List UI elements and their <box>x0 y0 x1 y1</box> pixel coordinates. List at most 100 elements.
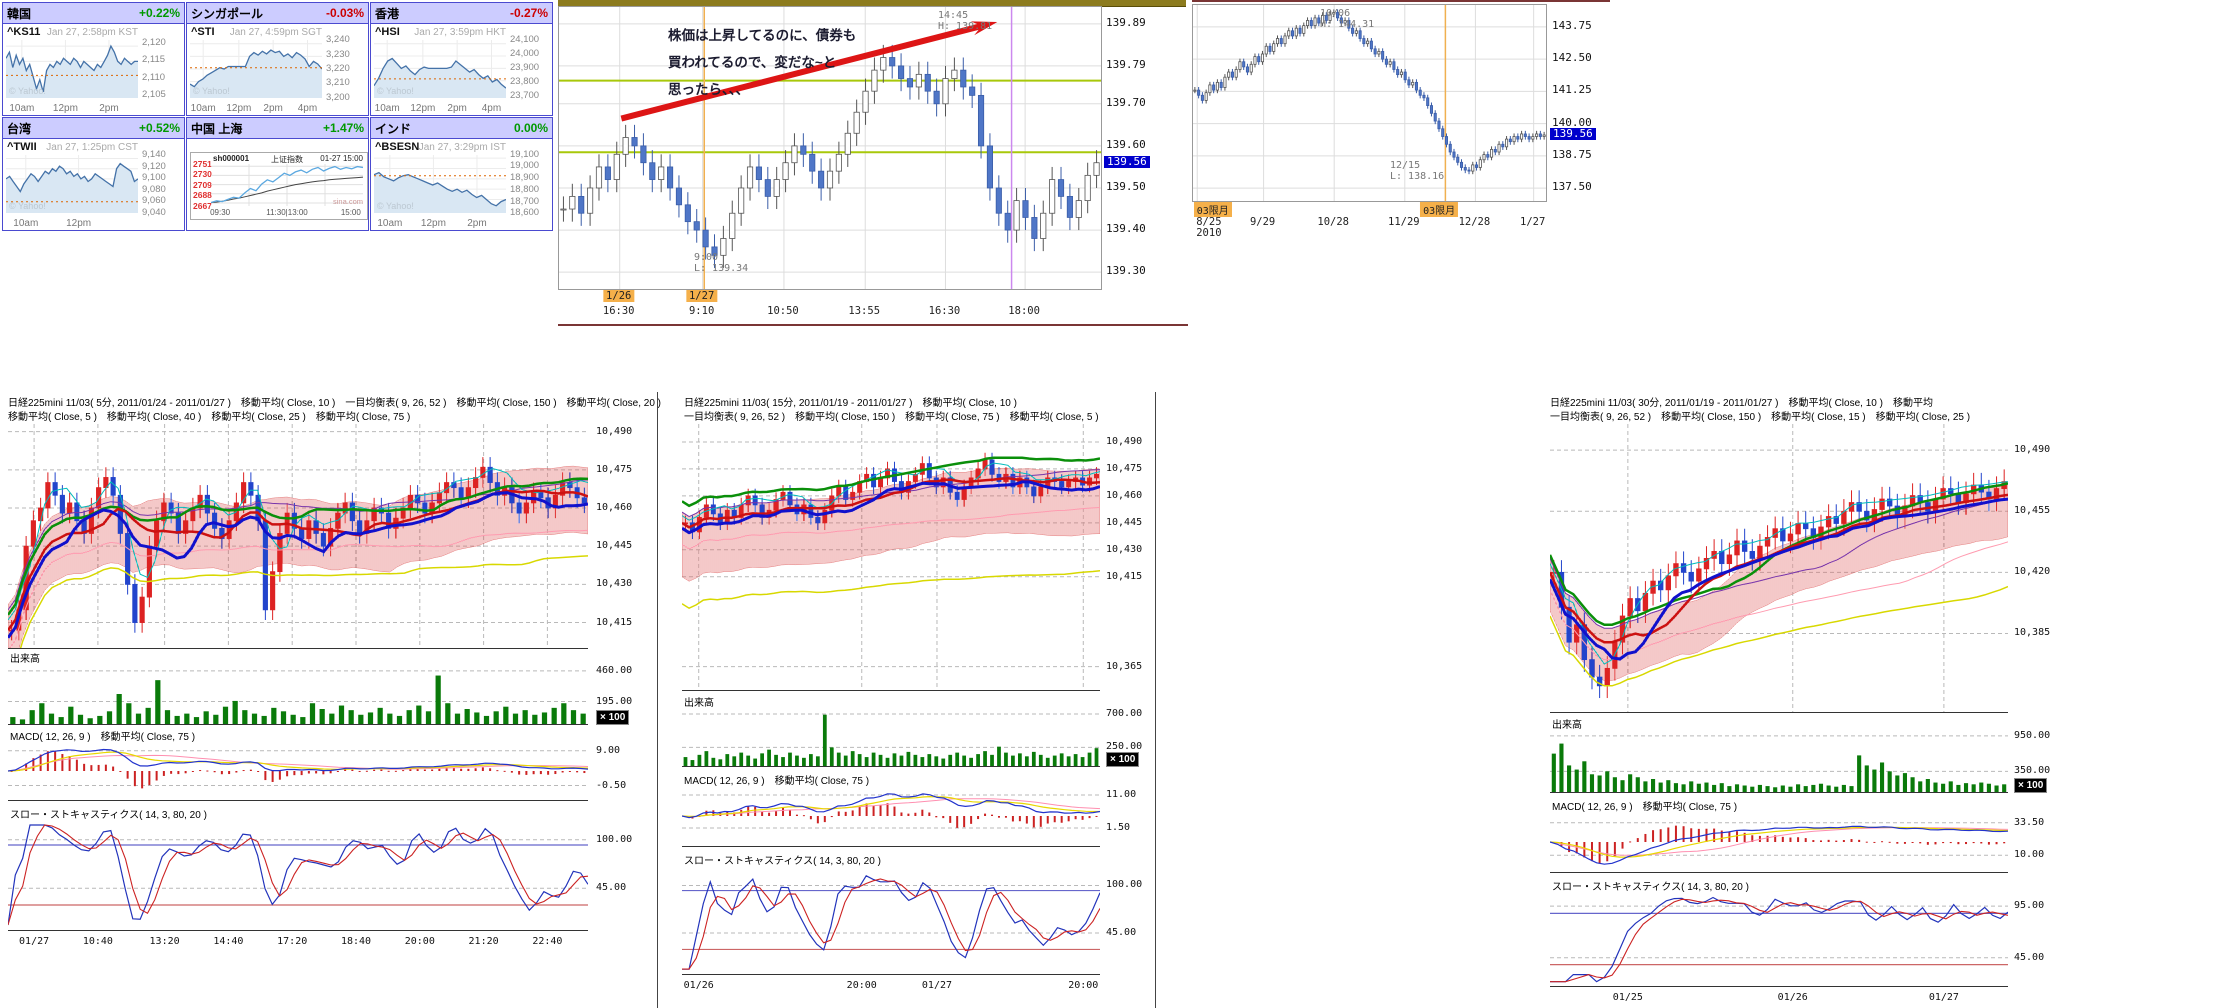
market-change: +1.47% <box>322 121 364 135</box>
market-body: ^BSESN Jan 27, 3:29pm IST 19,100 19,000 18… <box>371 139 552 232</box>
stochastics-y-axis: 100.00 45.00 <box>1104 866 1156 974</box>
macd-label: MACD( 12, 26, 9 ) 移動平均( Close, 75 ) <box>1552 802 1738 813</box>
market-panel-taiwan[interactable]: 台湾 +0.52% ^TWII Jan 27, 1:25pm CST 9,140 9… <box>2 117 185 231</box>
axis-tick-label: 139.56 <box>1104 155 1150 168</box>
market-x-axis: 10am 12pm 2pm <box>374 218 506 230</box>
axis-tick-label: 950.00 <box>2014 729 2051 741</box>
volume-y-axis: 950.00 350.00 <box>2012 730 2062 792</box>
market-change: +0.52% <box>138 121 180 135</box>
sina-chart-box: sh000001 上证指数 01-27 15:00 2751 2730 2709 26… <box>190 152 368 220</box>
bond-intraday-date-row: 1/26 1/27 <box>558 290 1100 303</box>
axis-tick-label: 139.50 <box>1106 179 1146 193</box>
axis-tick-label: 03限月 <box>1420 202 1459 217</box>
yahoo-watermark: © Yahoo! <box>377 201 414 211</box>
axis-tick-label: 23,800 <box>510 76 540 88</box>
axis-tick-label: 138.75 <box>1552 147 1592 161</box>
volume-panel <box>682 708 1100 767</box>
axis-tick-label: 17:20 <box>277 936 308 947</box>
axis-tick-label: 01/27 <box>1928 992 1959 1003</box>
axis-tick-label: 10,420 <box>2014 566 2051 578</box>
axis-tick-label: 10,415 <box>596 616 633 628</box>
axis-tick-label: 18:40 <box>340 936 372 947</box>
price-panel <box>6 424 589 677</box>
bond-intraday-time-row: 16:30 9:10 10:50 13:55 16:30 18:00 <box>558 305 1100 318</box>
axis-tick-label: 1/26 <box>603 290 635 302</box>
market-change: -0.03% <box>325 6 364 20</box>
axis-tick-label: 9,120 <box>142 160 166 172</box>
axis-tick-label: 8/25 <box>1196 216 1222 228</box>
market-symbol: ^HSI <box>375 26 400 38</box>
market-name: 中国 上海 <box>191 121 243 136</box>
market-symbol: ^BSESN <box>375 141 420 153</box>
market-y-axis: 9,140 9,120 9,100 9,080 9,060 9,040 <box>140 149 185 218</box>
high-time: 14:45 <box>938 10 969 21</box>
market-symbol: ^KS11 <box>7 26 41 38</box>
axis-tick-label: 20:00 <box>846 980 877 991</box>
chart-title-line2: 一目均衡表( 9, 26, 52 ) 移動平均( Close, 150 ) 移動… <box>1550 412 1971 423</box>
chart-top-border <box>1192 0 1610 2</box>
axis-tick-label: 11.00 <box>1106 789 1137 800</box>
macd-panel <box>7 742 589 801</box>
market-x-axis: 10am 12pm <box>6 218 138 230</box>
axis-tick-label: 19,000 <box>510 160 540 172</box>
axis-tick-label: 12pm <box>420 218 446 229</box>
axis-tick-label: 139.60 <box>1106 137 1146 151</box>
axis-tick-label: 1/27 <box>685 290 718 302</box>
market-body: ^TWII Jan 27, 1:25pm CST 9,140 9,120 9,100… <box>3 139 184 232</box>
macd-label: MACD( 12, 26, 9 ) 移動平均( Close, 75 ) <box>10 732 196 743</box>
yahoo-watermark: © Yahoo! <box>9 86 46 96</box>
market-change: +0.22% <box>138 6 180 20</box>
axis-tick-label: 10,445 <box>1106 516 1143 528</box>
axis-tick-label: 139.79 <box>1106 57 1146 71</box>
price-y-axis: 10,490 10,475 10,460 10,445 10,430 10,415 <box>594 424 650 648</box>
axis-tick-label: 2667 <box>193 200 212 211</box>
stochastics-label: スロー・ストキャスティクス( 14, 3, 80, 20 ) <box>10 810 207 821</box>
volume-y-axis: 460.00 195.00 <box>594 664 650 724</box>
axis-tick-label: 09:30 <box>210 208 231 217</box>
axis-tick-label: 10,430 <box>596 578 633 590</box>
chart-separator <box>657 392 658 1008</box>
time-x-axis: 01/27 10:40 13:20 14:40 17:20 18:40 20:00 21:20… <box>8 936 588 948</box>
annotation-line: 買われてるので、変だな~と <box>668 55 837 70</box>
market-panel-korea[interactable]: 韓国 +0.22% ^KS11 Jan 27, 2:58pm KST 2,120 2… <box>2 2 185 116</box>
axis-tick-label: 2pm <box>467 218 487 229</box>
axis-tick-label: 10,430 <box>1106 543 1143 555</box>
period-high-label: 10/06 H: 144.31 <box>1320 8 1374 30</box>
axis-tick-label: 9:10 <box>688 305 715 317</box>
axis-tick-label: 100.00 <box>1106 879 1143 891</box>
market-panel-india[interactable]: インド 0.00% ^BSESN Jan 27, 3:29pm IST 19,10… <box>370 117 553 231</box>
axis-tick-label: 10am <box>377 218 403 229</box>
axis-tick-label: 3,210 <box>326 77 350 89</box>
axis-tick-label: 18,900 <box>510 172 540 184</box>
yahoo-watermark: © Yahoo! <box>377 86 414 96</box>
axis-tick-label: 100.00 <box>596 833 633 845</box>
axis-tick-label: 10am <box>374 103 400 114</box>
stochastics-panel <box>7 820 589 931</box>
market-panel-hongkong[interactable]: 香港 -0.27% ^HSI Jan 27, 3:59pm HKT 24,100 2… <box>370 2 553 116</box>
axis-tick-label: 13:20 <box>149 936 180 947</box>
macd-y-axis: 33.50 10.00 <box>2012 812 2062 872</box>
macd-label: MACD( 12, 26, 9 ) 移動平均( Close, 75 ) <box>684 776 870 787</box>
axis-tick-label: 1.50 <box>1106 822 1131 833</box>
sina-x-axis: 09:30 11:30|13:00 15:00 <box>210 208 363 218</box>
axis-tick-label: 139.56 <box>1550 127 1596 140</box>
sina-timestamp: 01-27 15:00 <box>320 154 363 163</box>
bond-intraday-plot <box>558 6 1102 290</box>
axis-tick-label: 143.75 <box>1552 18 1592 32</box>
axis-tick-label: 2010 <box>1196 227 1222 239</box>
market-panel-singapore[interactable]: シンガポール -0.03% ^STI Jan 27, 4:59pm SGT 3,2… <box>186 2 369 116</box>
axis-tick-label: 10.00 <box>2014 849 2045 861</box>
market-name: 香港 <box>375 6 400 21</box>
axis-tick-label: 10,490 <box>596 425 633 437</box>
axis-tick-label: 139.89 <box>1106 15 1146 29</box>
axis-tick-label: 9/29 <box>1249 216 1276 228</box>
times-100-badge: × 100 <box>1106 752 1140 767</box>
times-100-badge: × 100 <box>596 710 630 725</box>
price-y-axis: 10,490 10,455 10,420 10,385 <box>2012 424 2062 712</box>
market-panel-shanghai[interactable]: 中国 上海 +1.47% sh000001 上证指数 01-27 15:00 27… <box>186 117 369 231</box>
market-y-axis: 19,100 19,000 18,900 18,800 18,700 18,600 <box>508 149 553 219</box>
axis-tick-label: 460.00 <box>596 664 633 676</box>
chart-bottom-border <box>558 324 1188 326</box>
axis-tick-label: 250.00 <box>1106 741 1143 753</box>
axis-tick-label: 10,385 <box>2014 627 2051 639</box>
